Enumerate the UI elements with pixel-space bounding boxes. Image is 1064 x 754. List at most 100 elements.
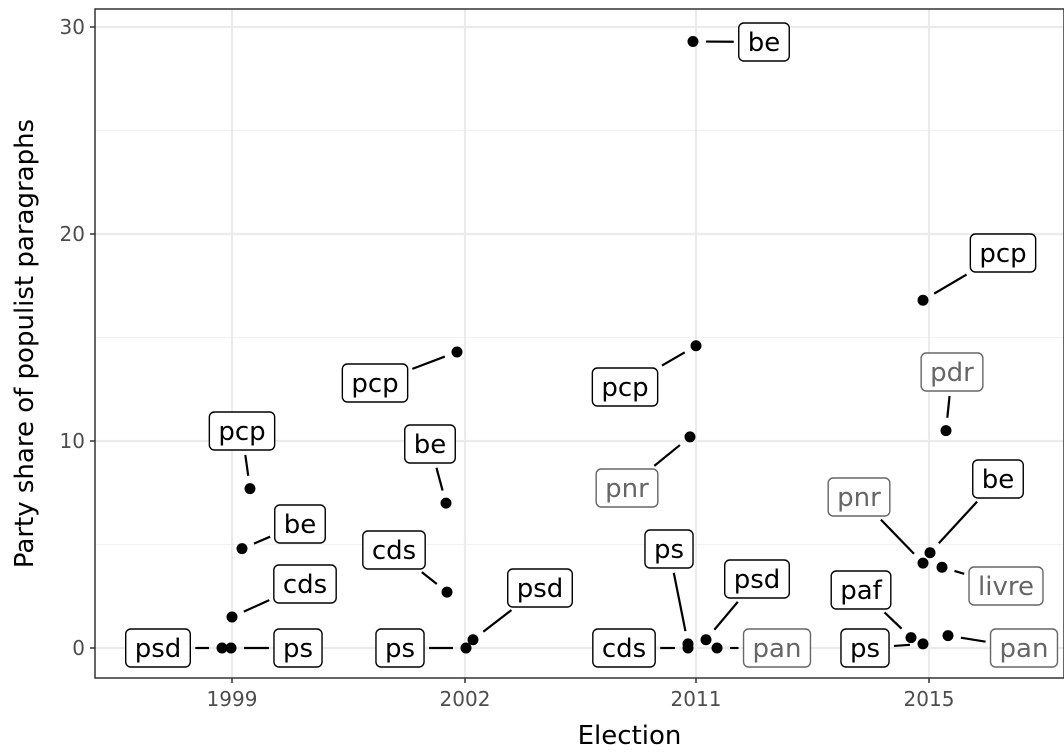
label-box-2002-cds — [362, 530, 426, 570]
label-1999-ps: ps — [283, 634, 313, 664]
point-2015-be — [924, 547, 936, 559]
label-connector-2002-pcp — [411, 355, 446, 370]
label-box-2002-pcp — [341, 363, 409, 403]
label-2015-livre: livre — [978, 572, 1034, 602]
label-2002-psd: psd — [517, 574, 564, 604]
point-2011-psd — [700, 634, 712, 646]
point-1999-cds — [226, 611, 238, 623]
label-box-2011-pnr — [595, 468, 659, 508]
label-box-1999-cds — [273, 564, 337, 604]
point-1999-be — [236, 543, 248, 555]
point-2011-pan — [711, 642, 723, 654]
point-1999-pcp — [244, 483, 256, 495]
plot-panel — [95, 9, 1064, 678]
label-box-2011-psd — [724, 559, 790, 599]
point-2015-livre — [936, 561, 948, 573]
point-2015-ps — [917, 638, 929, 650]
label-2011-pcp: pcp — [601, 373, 648, 403]
x-axis-title: Election — [578, 721, 682, 751]
label-box-2011-ps — [644, 529, 694, 569]
label-box-2002-ps — [375, 628, 425, 668]
label-box-2002-psd — [507, 568, 573, 608]
panel-border — [94, 8, 1064, 679]
point-1999-psd — [216, 642, 228, 654]
label-1999-be: be — [284, 510, 317, 540]
point-2015-paf — [905, 632, 917, 644]
point-2015-pan — [942, 630, 954, 642]
label-connector-2015-be — [938, 500, 978, 544]
label-box-2011-be — [738, 22, 790, 62]
label-connector-2015-ps — [893, 643, 911, 648]
label-box-1999-psd — [125, 628, 191, 668]
label-2002-cds: cds — [372, 536, 416, 566]
label-2015-pnr: pnr — [837, 483, 881, 513]
point-2002-psd — [467, 634, 479, 646]
label-box-2002-be — [404, 424, 456, 464]
point-2002-cds — [441, 586, 453, 598]
label-connector-2015-pcp — [933, 273, 968, 295]
label-box-1999-pcp — [208, 411, 276, 451]
label-box-2015-livre — [968, 566, 1044, 606]
label-2015-paf: paf — [840, 576, 882, 606]
label-connector-2011-ps — [672, 572, 687, 632]
point-2002-be — [440, 497, 452, 509]
label-2011-be: be — [748, 28, 781, 58]
label-2002-pcp: pcp — [351, 369, 398, 399]
label-connector-1999-be — [253, 535, 271, 545]
label-connector-2015-pnr — [880, 518, 915, 555]
label-box-1999-ps — [273, 628, 323, 668]
label-connector-2015-paf — [883, 611, 903, 630]
label-box-2015-pdr — [920, 352, 984, 392]
point-2002-pcp — [451, 346, 463, 358]
label-connector-2011-psd — [713, 601, 739, 631]
label-2015-ps: ps — [850, 634, 880, 664]
label-box-2015-paf — [830, 570, 892, 610]
label-2015-pcp: pcp — [979, 239, 1026, 269]
label-box-2015-pcp — [969, 233, 1037, 273]
label-box-2011-cds — [592, 628, 656, 668]
point-2015-pdr — [940, 425, 952, 437]
label-2002-ps: ps — [385, 634, 415, 664]
label-box-2015-ps — [840, 628, 890, 668]
label-box-2015-pnr — [827, 477, 891, 517]
label-2011-pan: pan — [753, 634, 802, 664]
label-2015-be: be — [982, 465, 1015, 495]
x-tick-label: 2015 — [904, 687, 955, 711]
label-1999-pcp: pcp — [218, 417, 265, 447]
y-tick-label: 0 — [72, 636, 85, 660]
point-2011-ps — [682, 638, 694, 650]
point-2002-ps — [460, 642, 472, 654]
point-2011-be — [687, 35, 699, 47]
label-box-1999-be — [274, 504, 326, 544]
point-2011-pnr — [684, 431, 696, 443]
label-2011-ps: ps — [654, 535, 684, 565]
label-connector-2011-pnr — [653, 444, 681, 467]
y-tick-label: 20 — [60, 222, 85, 246]
point-2015-pcp — [917, 294, 929, 306]
label-1999-psd: psd — [135, 634, 182, 664]
label-1999-cds: cds — [283, 570, 327, 600]
label-connector-2015-pan — [960, 636, 986, 643]
y-tick-label: 30 — [60, 15, 85, 39]
y-axis-title: Party share of populist paragraphs — [10, 119, 40, 568]
label-connector-2015-livre — [954, 569, 965, 575]
point-2011-pcp — [690, 340, 702, 352]
label-2015-pdr: pdr — [930, 358, 974, 388]
label-box-2011-pcp — [591, 367, 659, 407]
label-connector-1999-cds — [243, 599, 270, 613]
label-connector-2002-psd — [482, 609, 513, 633]
label-2011-pnr: pnr — [605, 474, 649, 504]
label-box-2015-pan — [989, 628, 1059, 668]
label-connector-2002-be — [435, 467, 444, 491]
label-2015-pan: pan — [1000, 634, 1049, 664]
label-connector-2011-pcp — [661, 351, 686, 367]
label-connector-2002-cds — [421, 571, 438, 585]
y-tick-label: 10 — [60, 429, 85, 453]
label-2011-cds: cds — [602, 634, 646, 664]
x-tick-label: 2002 — [440, 687, 491, 711]
label-connector-2015-pdr — [946, 395, 951, 418]
label-connector-1999-pcp — [244, 454, 250, 476]
x-tick-label: 1999 — [207, 687, 258, 711]
label-2002-be: be — [414, 430, 447, 460]
